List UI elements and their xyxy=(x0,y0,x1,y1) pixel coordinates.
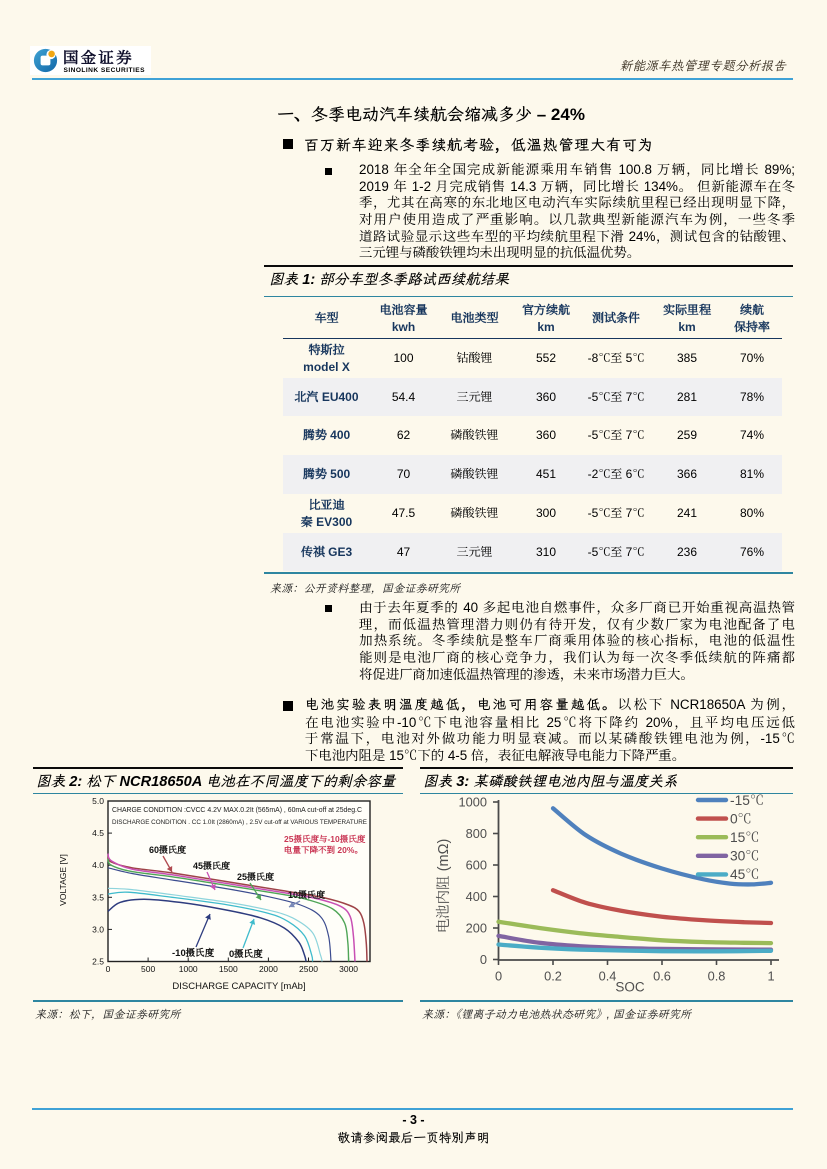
svg-text:0摄氏度: 0摄氏度 xyxy=(229,946,263,960)
svg-text:DISCHARGE CAPACITY [mAb]: DISCHARGE CAPACITY [mAb] xyxy=(172,981,305,992)
svg-text:3.0: 3.0 xyxy=(92,924,104,934)
svg-text:3000: 3000 xyxy=(339,964,358,974)
svg-text:电量下降不到 20%。: 电量下降不到 20%。 xyxy=(284,844,363,856)
svg-text:-15℃: -15℃ xyxy=(730,789,764,809)
svg-text:5.0: 5.0 xyxy=(92,796,104,806)
svg-text:25摄氏度与-10摄氏度: 25摄氏度与-10摄氏度 xyxy=(284,833,366,845)
svg-text:25摄氏度: 25摄氏度 xyxy=(237,870,275,883)
svg-text:4.0: 4.0 xyxy=(92,860,104,870)
svg-text:SOC: SOC xyxy=(615,980,645,995)
svg-text:600: 600 xyxy=(466,857,487,872)
svg-text:2.5: 2.5 xyxy=(92,957,104,967)
svg-text:0: 0 xyxy=(106,964,111,974)
svg-text:0℃: 0℃ xyxy=(730,807,751,827)
svg-text:电池内阻 (mΩ): 电池内阻 (mΩ) xyxy=(432,839,453,934)
svg-text:1: 1 xyxy=(767,969,774,984)
svg-text:0.6: 0.6 xyxy=(653,969,671,984)
svg-text:400: 400 xyxy=(466,889,487,904)
svg-text:0: 0 xyxy=(495,969,502,984)
svg-text:-10摄氏度: -10摄氏度 xyxy=(172,945,215,959)
svg-text:0.8: 0.8 xyxy=(708,969,726,984)
svg-text:10摄氏度: 10摄氏度 xyxy=(288,888,326,901)
svg-text:15℃: 15℃ xyxy=(730,826,759,846)
svg-text:800: 800 xyxy=(466,826,487,841)
svg-text:1000: 1000 xyxy=(459,794,487,809)
svg-text:2500: 2500 xyxy=(299,964,318,974)
svg-text:0.4: 0.4 xyxy=(599,969,617,984)
svg-text:DISCHARGE CONDITION . CC 1.0It: DISCHARGE CONDITION . CC 1.0It (2860mA) … xyxy=(112,819,367,826)
svg-text:45摄氏度: 45摄氏度 xyxy=(193,859,231,872)
svg-text:0: 0 xyxy=(480,952,487,967)
svg-text:60摄氏度: 60摄氏度 xyxy=(149,843,187,856)
svg-text:3.5: 3.5 xyxy=(92,892,104,902)
svg-text:2000: 2000 xyxy=(259,964,278,974)
svg-text:1500: 1500 xyxy=(219,964,238,974)
svg-text:30℃: 30℃ xyxy=(730,845,759,865)
svg-text:500: 500 xyxy=(141,964,155,974)
svg-text:4.5: 4.5 xyxy=(92,828,104,838)
svg-text:CHARGE CONDITION :CVCC 4.2V MA: CHARGE CONDITION :CVCC 4.2V MAX.0.2It (5… xyxy=(112,807,362,814)
svg-text:45℃: 45℃ xyxy=(730,863,759,883)
svg-text:1000: 1000 xyxy=(179,964,198,974)
svg-text:VOLTAGE [V]: VOLTAGE [V] xyxy=(58,854,68,906)
svg-text:0.2: 0.2 xyxy=(544,969,562,984)
svg-text:200: 200 xyxy=(466,920,487,935)
